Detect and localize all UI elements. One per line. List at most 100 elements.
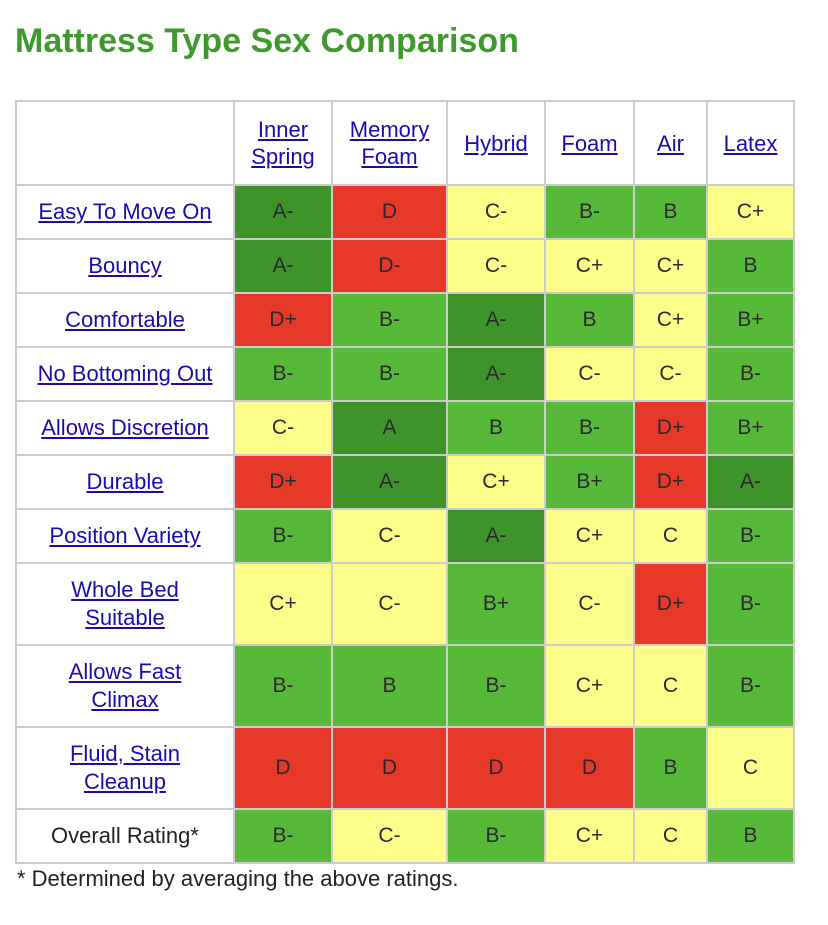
header-corner-cell	[15, 100, 235, 186]
grade-cell: C	[706, 726, 795, 810]
comparison-table: Inner Spring Memory Foam Hybrid Foam Air Latex …	[15, 100, 795, 864]
overall-grade-cell: C-	[331, 808, 448, 864]
column-header-memory-foam[interactable]: Memory Foam	[331, 100, 448, 186]
grade-cell: A-	[233, 184, 333, 240]
grade-cell: B-	[331, 292, 448, 348]
grade-cell: B	[544, 292, 635, 348]
grade-cell: C+	[233, 562, 333, 646]
table-row: Comfortable D+ B- A- B C+ B+	[15, 292, 795, 348]
grade-cell: B	[633, 184, 708, 240]
grade-cell: C+	[633, 292, 708, 348]
column-header-air[interactable]: Air	[633, 100, 708, 186]
grade-cell: D	[544, 726, 635, 810]
grade-cell: C-	[544, 562, 635, 646]
column-header-label: Air	[657, 130, 684, 156]
overall-grade-cell: B	[706, 808, 795, 864]
row-label-text: Climax	[91, 687, 159, 712]
grade-cell: B-	[706, 562, 795, 646]
row-label-allows-fast-climax[interactable]: Allows Fast Climax	[15, 644, 235, 728]
column-header-label: Memory	[349, 117, 430, 142]
grade-cell: B-	[544, 184, 635, 240]
grade-cell: C+	[633, 238, 708, 294]
grade-cell: C+	[544, 644, 635, 728]
grade-cell: D+	[633, 454, 708, 510]
table-row: Allows Fast Climax B- B B- C+ C B-	[15, 644, 795, 728]
grade-cell: C+	[706, 184, 795, 240]
row-label-comfortable[interactable]: Comfortable	[15, 292, 235, 348]
row-label-easy-to-move-on[interactable]: Easy To Move On	[15, 184, 235, 240]
grade-cell: B-	[233, 346, 333, 402]
grade-cell: A-	[446, 292, 546, 348]
row-label-no-bottoming-out[interactable]: No Bottoming Out	[15, 346, 235, 402]
grade-cell: B-	[706, 644, 795, 728]
overall-grade-cell: B-	[446, 808, 546, 864]
grade-cell: B-	[706, 346, 795, 402]
grade-cell: B	[446, 400, 546, 456]
grade-cell: B-	[331, 346, 448, 402]
overall-rating-label: Overall Rating*	[15, 808, 235, 864]
row-label-text: Suitable	[85, 605, 165, 630]
row-label-bouncy[interactable]: Bouncy	[15, 238, 235, 294]
column-header-latex[interactable]: Latex	[706, 100, 795, 186]
column-header-label: Foam	[561, 130, 618, 156]
column-header-label: Foam	[361, 144, 418, 169]
header-row: Inner Spring Memory Foam Hybrid Foam Air Latex	[15, 100, 795, 186]
grade-cell: D	[331, 184, 448, 240]
row-label-text: Cleanup	[84, 769, 166, 794]
row-label-text: Easy To Move On	[38, 199, 212, 224]
grade-cell: D+	[633, 562, 708, 646]
row-label-text: Whole Bed	[71, 577, 179, 602]
grade-cell: A-	[446, 508, 546, 564]
grade-cell: B	[331, 644, 448, 728]
table-row: Position Variety B- C- A- C+ C B-	[15, 508, 795, 564]
overall-grade-cell: C+	[544, 808, 635, 864]
column-header-label: Spring	[251, 144, 315, 169]
row-label-text: No Bottoming Out	[37, 361, 213, 386]
column-header-label: Latex	[723, 130, 778, 156]
column-header-hybrid[interactable]: Hybrid	[446, 100, 546, 186]
grade-cell: B+	[706, 292, 795, 348]
grade-cell: B-	[233, 508, 333, 564]
grade-cell: C-	[331, 508, 448, 564]
row-label-allows-discretion[interactable]: Allows Discretion	[15, 400, 235, 456]
grade-cell: D	[446, 726, 546, 810]
page-title: Mattress Type Sex Comparison	[15, 22, 519, 60]
table-row: Durable D+ A- C+ B+ D+ A-	[15, 454, 795, 510]
table-row: Allows Discretion C- A B B- D+ B+	[15, 400, 795, 456]
row-label-text: Allows Fast	[68, 659, 182, 684]
overall-rating-row: Overall Rating* B- C- B- C+ C B	[15, 808, 795, 864]
grade-cell: B-	[544, 400, 635, 456]
column-header-foam[interactable]: Foam	[544, 100, 635, 186]
row-label-whole-bed-suitable[interactable]: Whole Bed Suitable	[15, 562, 235, 646]
grade-cell: D	[233, 726, 333, 810]
table-row: No Bottoming Out B- B- A- C- C- B-	[15, 346, 795, 402]
grade-cell: C-	[446, 238, 546, 294]
grade-cell: B+	[446, 562, 546, 646]
row-label-durable[interactable]: Durable	[15, 454, 235, 510]
grade-cell: B-	[446, 644, 546, 728]
grade-cell: C+	[446, 454, 546, 510]
grade-cell: C-	[633, 346, 708, 402]
row-label-text: Allows Discretion	[41, 415, 209, 440]
row-label-text: Bouncy	[88, 253, 162, 278]
grade-cell: B+	[544, 454, 635, 510]
table-row: Bouncy A- D- C- C+ C+ B	[15, 238, 795, 294]
grade-cell: A-	[331, 454, 448, 510]
grade-cell: D+	[233, 292, 333, 348]
table-row: Whole Bed Suitable C+ C- B+ C- D+ B-	[15, 562, 795, 646]
column-header-label: Hybrid	[464, 130, 528, 156]
grade-cell: A	[331, 400, 448, 456]
grade-cell: A-	[233, 238, 333, 294]
grade-cell: B	[706, 238, 795, 294]
overall-grade-cell: B-	[233, 808, 333, 864]
grade-cell: C-	[233, 400, 333, 456]
grade-cell: C	[633, 508, 708, 564]
row-label-fluid-stain-cleanup[interactable]: Fluid, Stain Cleanup	[15, 726, 235, 810]
row-label-position-variety[interactable]: Position Variety	[15, 508, 235, 564]
row-label-text: Fluid, Stain	[69, 741, 181, 766]
row-label-text: Comfortable	[65, 307, 185, 332]
overall-grade-cell: C	[633, 808, 708, 864]
grade-cell: C-	[446, 184, 546, 240]
column-header-inner-spring[interactable]: Inner Spring	[233, 100, 333, 186]
grade-cell: C-	[544, 346, 635, 402]
